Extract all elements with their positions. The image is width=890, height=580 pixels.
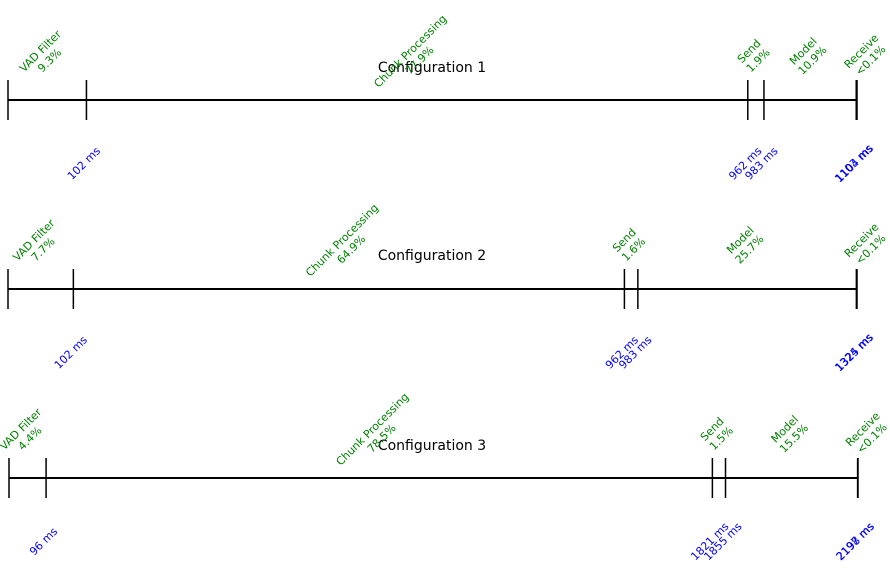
time-label: 1104 ms (833, 142, 876, 185)
config-title: Configuration 3 (378, 438, 486, 454)
segment-label: Receive<0.1% (843, 409, 890, 456)
time-label: 1325 ms (833, 331, 876, 374)
segment-name: Chunk Processing (303, 201, 381, 279)
time-label: 2198 ms (834, 520, 877, 563)
time-label: 96 ms (27, 525, 60, 558)
config-title: Configuration 1 (378, 60, 486, 76)
time-label: 102 ms (65, 144, 103, 182)
segment-name: Chunk Processing (371, 12, 449, 90)
time-label: 102 ms (52, 333, 90, 371)
config-title: Configuration 2 (378, 248, 486, 264)
segment-name: Chunk Processing (334, 390, 412, 468)
segment-label: Receive<0.1% (842, 220, 889, 267)
segment-label: Receive<0.1% (842, 31, 889, 78)
